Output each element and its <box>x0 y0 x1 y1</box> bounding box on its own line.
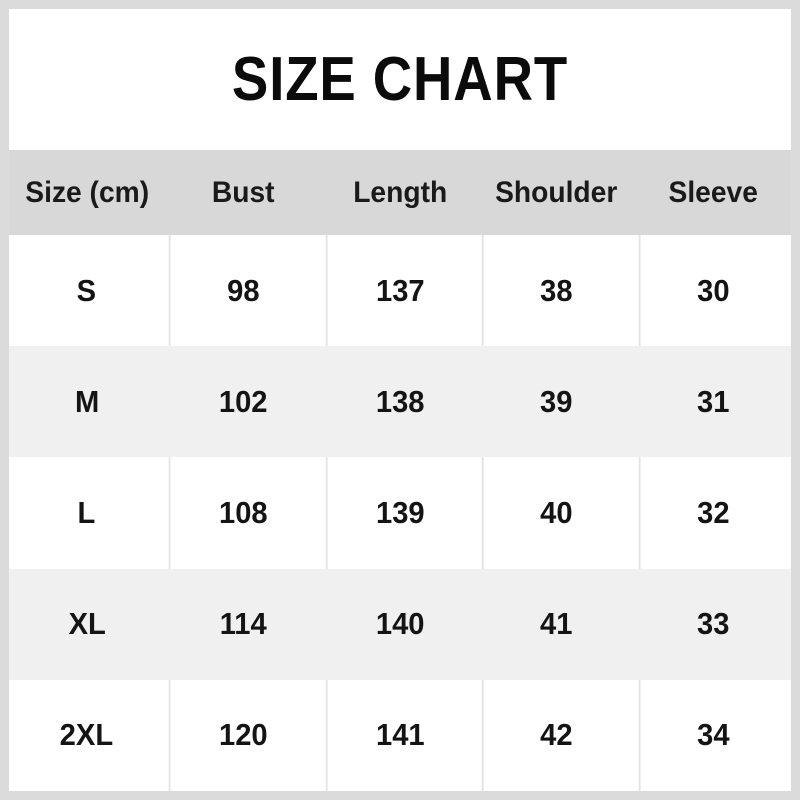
table-cell: 38 <box>482 235 629 347</box>
table-cell: 39 <box>540 383 573 419</box>
table-cell: 40 <box>482 457 629 569</box>
title-band: SIZE CHART <box>9 9 791 150</box>
table-cell: 120 <box>168 679 316 791</box>
table-cell: 138 <box>375 383 425 419</box>
column-header-bust: Bust <box>212 175 275 209</box>
table-cell: 41 <box>540 606 573 642</box>
table-cell: 31 <box>696 383 730 419</box>
table-cell: 98 <box>168 235 316 347</box>
column-header-shoulder: Shoulder <box>495 175 618 209</box>
table-cell: 30 <box>638 235 786 347</box>
table-cell: 33 <box>696 606 730 642</box>
table-row-l: L 108 139 40 32 <box>9 457 791 569</box>
table-cell: 102 <box>219 383 268 419</box>
table-cell: 140 <box>375 606 425 642</box>
table-cell: 141 <box>325 679 472 791</box>
table-cell: 114 <box>220 606 268 642</box>
table-cell: 32 <box>638 457 786 569</box>
table-cell: 108 <box>168 457 316 569</box>
table-cell: 34 <box>638 679 786 791</box>
size-label-cell: S <box>76 272 97 308</box>
table-row-xl: XL 114 140 41 33 <box>9 568 791 680</box>
size-label-cell: XL <box>68 606 106 642</box>
size-label-cell: M <box>75 383 100 419</box>
table-cell: 42 <box>482 679 629 791</box>
size-label-cell: L <box>77 495 96 530</box>
column-header-size-cm: Size (cm) <box>25 175 150 209</box>
table-cell: 137 <box>325 235 472 347</box>
column-header-sleeve: Sleeve <box>668 175 758 209</box>
size-table: Size (cm) Bust Length Shoulder Sleeve S 98 137… <box>9 150 791 791</box>
size-label-cell: 2XL <box>59 717 114 753</box>
page-title: SIZE CHART <box>231 45 569 114</box>
table-cell: 139 <box>325 457 472 569</box>
header-row: Size (cm) Bust Length Shoulder Sleeve <box>9 150 791 235</box>
table-row-m: M 102 138 39 31 <box>9 346 791 458</box>
table-row-2xl: 2XL 120 141 42 34 <box>9 679 791 791</box>
column-header-length: Length <box>353 175 448 209</box>
table-row-s: S 98 137 38 30 <box>9 235 791 347</box>
